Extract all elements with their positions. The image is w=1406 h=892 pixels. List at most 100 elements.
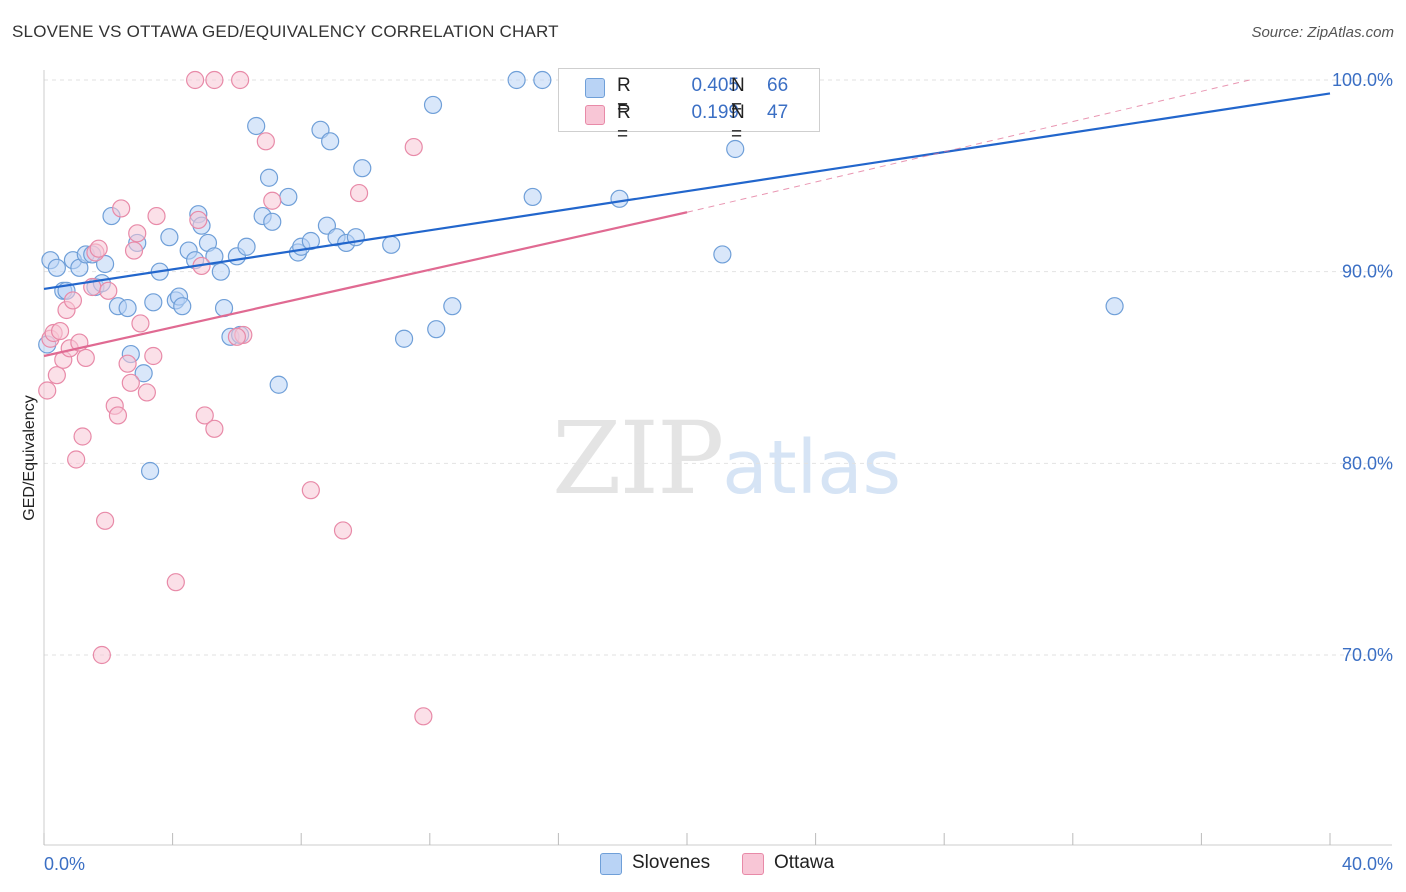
source-label: Source: ZipAtlas.com <box>1251 24 1394 41</box>
ottawa-point <box>195 406 214 425</box>
slovenes-point <box>279 187 298 207</box>
ottawa-point <box>404 137 423 157</box>
slovenes-point <box>134 364 153 383</box>
ottawa-point <box>256 132 275 151</box>
slovenes-point <box>301 231 320 251</box>
ottawa-swatch <box>585 105 605 125</box>
ottawa-point <box>108 406 128 425</box>
ottawa-point <box>99 281 118 300</box>
ottawa-point <box>73 427 92 446</box>
r-label: R = <box>617 102 631 145</box>
ottawa-point <box>63 291 83 310</box>
ottawa-point <box>118 354 137 373</box>
watermark-atlas: atlas <box>722 425 902 511</box>
ottawa-point <box>47 366 66 385</box>
ottawa-point <box>263 191 282 210</box>
y-tick-label: 70.0% <box>1342 645 1393 665</box>
slovenes-point <box>726 139 745 159</box>
slovenes-point <box>247 116 266 136</box>
slovenes-point <box>205 247 224 266</box>
slovenes-point <box>321 132 340 151</box>
ottawa-point <box>349 183 369 203</box>
grid-lines <box>44 79 1392 656</box>
ottawa-point <box>414 707 433 726</box>
correlation-legend: R = 0.405 N = 66 R = 0.199 N = 47 <box>558 68 820 145</box>
watermark: ZIPatlas <box>552 400 901 517</box>
trend-lines <box>43 79 1331 358</box>
axis-labels: 100.0% 90.0% 80.0% 70.0% 0.0% 40.0% GED/Equiva… <box>21 70 1393 874</box>
ottawa-point <box>95 511 115 530</box>
ottawa-n-value: 47 <box>767 102 789 123</box>
ottawa-trend-extension <box>686 79 1250 213</box>
watermark-zip: ZIP <box>552 400 724 517</box>
slovenes-trend-line <box>43 92 1331 291</box>
ottawa-point <box>186 70 205 90</box>
ottawa-point <box>144 346 163 366</box>
slovenes-point <box>507 70 526 90</box>
slovenes-point <box>269 375 288 394</box>
y-tick-label: 100.0% <box>1332 70 1393 90</box>
slovenes-point <box>211 262 230 281</box>
x-tick-label: 40.0% <box>1342 854 1393 874</box>
slovenes-point <box>523 187 542 207</box>
slovenes-point <box>237 237 256 256</box>
slovenes-point <box>259 168 279 187</box>
ottawa-point <box>231 70 250 90</box>
ottawa-point <box>166 573 185 592</box>
ottawa-point <box>38 381 57 400</box>
ottawa-point <box>205 70 224 90</box>
y-tick-label: 80.0% <box>1342 453 1393 473</box>
ottawa-point <box>76 348 95 368</box>
slovenes-point <box>263 212 282 231</box>
y-tick-label: 90.0% <box>1342 262 1393 282</box>
slovenes-point <box>353 159 372 178</box>
ottawa-point <box>92 645 111 665</box>
ottawa-point <box>147 206 166 226</box>
ottawa-point <box>301 481 320 500</box>
ottawa-point <box>205 419 224 438</box>
r-label: R = <box>617 75 631 118</box>
slovenes-n-value: 66 <box>767 75 789 96</box>
ottawa-point <box>333 521 353 540</box>
slovenes-point <box>47 258 66 277</box>
n-label: N = <box>731 75 745 118</box>
slovenes-point <box>382 235 401 254</box>
slovenes-point <box>443 297 462 316</box>
ottawa-point <box>89 239 108 258</box>
ottawa-points <box>38 70 433 726</box>
slovenes-point <box>160 228 179 247</box>
ottawa-point <box>124 241 144 260</box>
ottawa-point <box>50 321 70 341</box>
slovenes-point <box>118 298 137 318</box>
ottawa-legend-label: Ottawa <box>774 852 835 873</box>
slovenes-point <box>394 329 414 348</box>
slovenes-point <box>427 320 446 339</box>
ottawa-point <box>112 199 131 218</box>
slovenes-point <box>144 293 163 312</box>
slovenes-r-value: 0.405 <box>691 75 739 96</box>
chart-title: SLOVENE VS OTTAWA GED/EQUIVALENCY CORREL… <box>12 22 559 41</box>
slovenes-swatch <box>585 78 605 98</box>
ottawa-legend-swatch <box>742 853 764 875</box>
slovenes-legend-swatch <box>600 853 622 875</box>
slovenes-point <box>533 70 552 90</box>
n-label: N = <box>731 102 745 145</box>
slovenes-point <box>140 461 160 481</box>
ottawa-point <box>227 327 246 346</box>
ottawa-r-value: 0.199 <box>691 102 739 123</box>
slovenes-legend-label: Slovenes <box>632 852 711 873</box>
ottawa-point <box>128 224 147 243</box>
ottawa-point <box>131 314 150 333</box>
ottawa-trend-line <box>43 211 688 358</box>
ottawa-point <box>137 383 156 402</box>
x-tick-label: 0.0% <box>44 854 85 874</box>
slovenes-point <box>713 245 732 264</box>
y-axis-title: GED/Equivalency <box>21 395 38 520</box>
slovenes-point <box>1105 297 1124 316</box>
ottawa-point <box>121 373 140 392</box>
ottawa-point <box>67 450 86 469</box>
slovenes-point <box>173 297 192 316</box>
slovenes-point <box>423 95 443 115</box>
axes <box>43 70 1392 846</box>
